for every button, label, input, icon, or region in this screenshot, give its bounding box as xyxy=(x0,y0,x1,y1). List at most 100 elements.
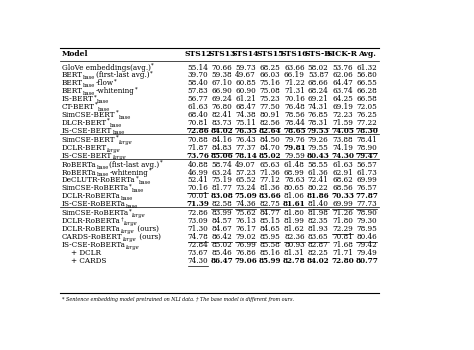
Text: 83.99: 83.99 xyxy=(211,209,232,217)
Text: 81.61: 81.61 xyxy=(283,200,306,208)
Text: 79.30: 79.30 xyxy=(356,217,377,225)
Text: 81.80: 81.80 xyxy=(284,209,305,217)
Text: 78.65: 78.65 xyxy=(283,127,306,134)
Text: 79.26: 79.26 xyxy=(308,136,328,144)
Text: CARDS-RoBERT: CARDS-RoBERT xyxy=(62,233,122,241)
Text: 56.57: 56.57 xyxy=(356,161,377,169)
Text: 59.73: 59.73 xyxy=(236,64,256,72)
Text: large: large xyxy=(121,229,135,234)
Text: 74.30: 74.30 xyxy=(331,152,354,160)
Text: 63.66: 63.66 xyxy=(284,64,305,72)
Text: large: large xyxy=(132,213,146,218)
Text: large: large xyxy=(123,237,137,242)
Text: base: base xyxy=(121,196,133,201)
Text: 74.38: 74.38 xyxy=(236,111,256,119)
Text: 78.41: 78.41 xyxy=(356,136,377,144)
Text: 69.99: 69.99 xyxy=(332,200,353,208)
Text: CT-BERT: CT-BERT xyxy=(62,103,95,111)
Text: 78.95: 78.95 xyxy=(356,225,377,233)
Text: 71.71: 71.71 xyxy=(332,248,353,257)
Text: 85.02: 85.02 xyxy=(259,152,282,160)
Text: 68.47: 68.47 xyxy=(235,103,256,111)
Text: RoBERTa: RoBERTa xyxy=(62,169,96,177)
Text: 40.88: 40.88 xyxy=(188,161,208,169)
Text: 68.66: 68.66 xyxy=(308,79,328,88)
Text: IS-CSE-BERT: IS-CSE-BERT xyxy=(62,127,112,134)
Text: 61.36: 61.36 xyxy=(308,169,328,177)
Text: 82.58: 82.58 xyxy=(211,200,232,208)
Text: 78.30: 78.30 xyxy=(356,127,378,134)
Text: SimCSE-BERT: SimCSE-BERT xyxy=(62,111,115,119)
Text: 74.31: 74.31 xyxy=(308,103,328,111)
Text: DeCLUTR-RoBERTa: DeCLUTR-RoBERTa xyxy=(62,176,136,184)
Text: 79.76: 79.76 xyxy=(284,136,305,144)
Text: 75.09: 75.09 xyxy=(234,192,257,200)
Text: 60.90: 60.90 xyxy=(235,87,256,95)
Text: 70.16: 70.16 xyxy=(188,184,209,193)
Text: (fist-last avg.): (fist-last avg.) xyxy=(109,161,160,169)
Text: 81.93: 81.93 xyxy=(308,225,328,233)
Text: 64.25: 64.25 xyxy=(332,95,353,103)
Text: 75.16: 75.16 xyxy=(260,79,281,88)
Text: 69.21: 69.21 xyxy=(308,95,328,103)
Text: 66.19: 66.19 xyxy=(284,71,305,79)
Text: *: * xyxy=(94,94,97,99)
Text: 79.06: 79.06 xyxy=(234,257,257,265)
Text: *: * xyxy=(129,183,132,188)
Text: 70.88: 70.88 xyxy=(188,136,208,144)
Text: 70.81: 70.81 xyxy=(332,233,353,241)
Text: base: base xyxy=(112,131,125,135)
Text: 84.70: 84.70 xyxy=(260,144,281,152)
Text: *: * xyxy=(136,175,138,181)
Text: STS14: STS14 xyxy=(232,50,259,58)
Text: 65.63: 65.63 xyxy=(260,161,281,169)
Text: 80.77: 80.77 xyxy=(356,257,378,265)
Text: 49.67: 49.67 xyxy=(235,71,256,79)
Text: 81.99: 81.99 xyxy=(284,217,305,225)
Text: + DCLR: + DCLR xyxy=(62,248,101,257)
Text: DLCR-BERT: DLCR-BERT xyxy=(62,119,107,127)
Text: 85.58: 85.58 xyxy=(260,241,281,249)
Text: STS15: STS15 xyxy=(256,50,284,58)
Text: 71.36: 71.36 xyxy=(260,169,281,177)
Text: 81.77: 81.77 xyxy=(211,184,232,193)
Text: *: * xyxy=(160,160,163,165)
Text: 83.73: 83.73 xyxy=(211,119,232,127)
Text: 75.62: 75.62 xyxy=(235,209,256,217)
Text: *: * xyxy=(107,118,110,122)
Text: 49.07: 49.07 xyxy=(235,161,256,169)
Text: 63.74: 63.74 xyxy=(332,87,353,95)
Text: 57.83: 57.83 xyxy=(188,87,208,95)
Text: 82.25: 82.25 xyxy=(308,248,328,257)
Text: base: base xyxy=(83,91,95,96)
Text: *: * xyxy=(148,168,151,173)
Text: -whitening: -whitening xyxy=(109,169,148,177)
Text: 70.66: 70.66 xyxy=(211,64,232,72)
Text: 57.23: 57.23 xyxy=(236,169,256,177)
Text: 61.32: 61.32 xyxy=(356,64,377,72)
Text: 80.46: 80.46 xyxy=(356,233,377,241)
Text: 82.56: 82.56 xyxy=(260,119,281,127)
Text: 84.02: 84.02 xyxy=(210,127,233,134)
Text: 61.63: 61.63 xyxy=(188,103,208,111)
Text: 78.56: 78.56 xyxy=(284,111,305,119)
Text: 77.22: 77.22 xyxy=(356,119,377,127)
Text: 52.41: 52.41 xyxy=(188,176,209,184)
Text: 84.50: 84.50 xyxy=(260,136,281,144)
Text: 71.39: 71.39 xyxy=(186,200,210,208)
Text: *: * xyxy=(151,63,154,68)
Text: 84.57: 84.57 xyxy=(211,217,232,225)
Text: 76.43: 76.43 xyxy=(236,136,256,144)
Text: 68.40: 68.40 xyxy=(188,111,208,119)
Text: 71.87: 71.87 xyxy=(188,144,209,152)
Text: 85.06: 85.06 xyxy=(210,152,233,160)
Text: 74.19: 74.19 xyxy=(332,144,353,152)
Text: 39.70: 39.70 xyxy=(188,71,208,79)
Text: STS13: STS13 xyxy=(208,50,236,58)
Text: 81.40: 81.40 xyxy=(308,200,328,208)
Text: 77.73: 77.73 xyxy=(356,200,377,208)
Text: 85.15: 85.15 xyxy=(260,217,281,225)
Text: base: base xyxy=(118,115,131,120)
Text: 84.83: 84.83 xyxy=(211,144,232,152)
Text: BERT: BERT xyxy=(62,87,83,95)
